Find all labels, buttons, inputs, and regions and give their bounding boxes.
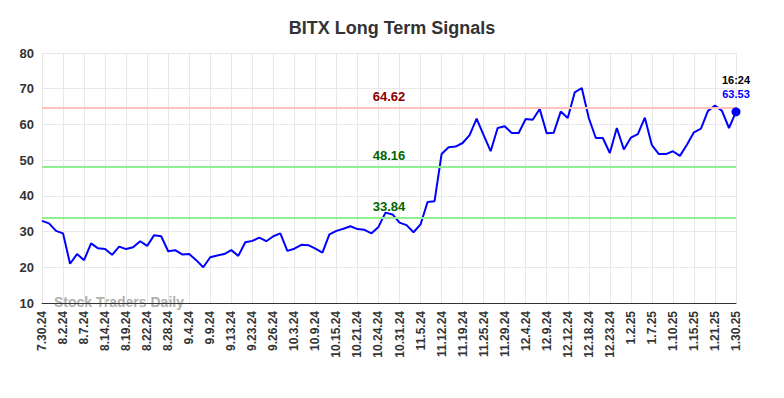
svg-text:8.22.24: 8.22.24	[140, 311, 154, 351]
svg-text:Stock Traders Daily: Stock Traders Daily	[54, 294, 184, 310]
svg-text:9.26.24: 9.26.24	[266, 311, 280, 351]
svg-text:20: 20	[20, 260, 34, 275]
svg-text:9.23.24: 9.23.24	[245, 311, 259, 351]
svg-text:64.62: 64.62	[373, 89, 406, 104]
svg-text:50: 50	[20, 153, 34, 168]
svg-text:1.2.25: 1.2.25	[624, 311, 638, 345]
svg-text:10.21.24: 10.21.24	[350, 311, 364, 358]
svg-text:12.9.24: 12.9.24	[540, 311, 554, 351]
svg-text:12.23.24: 12.23.24	[603, 311, 617, 358]
svg-text:1.15.25: 1.15.25	[687, 311, 701, 351]
svg-text:16:24: 16:24	[722, 74, 751, 86]
svg-text:10.9.24: 10.9.24	[308, 311, 322, 351]
svg-text:10.3.24: 10.3.24	[287, 311, 301, 351]
svg-text:9.4.24: 9.4.24	[182, 311, 196, 345]
svg-text:8.14.24: 8.14.24	[98, 311, 112, 351]
svg-text:10.24.24: 10.24.24	[371, 311, 385, 358]
svg-text:9.13.24: 9.13.24	[224, 311, 238, 351]
svg-text:1.10.25: 1.10.25	[666, 311, 680, 351]
svg-text:1.7.25: 1.7.25	[645, 311, 659, 345]
svg-text:12.4.24: 12.4.24	[519, 311, 533, 351]
svg-text:48.16: 48.16	[373, 148, 406, 163]
svg-text:11.29.24: 11.29.24	[498, 311, 512, 357]
svg-text:1.30.25: 1.30.25	[729, 311, 743, 351]
svg-text:10.15.24: 10.15.24	[329, 311, 343, 358]
svg-text:33.84: 33.84	[373, 199, 406, 214]
svg-text:9.9.24: 9.9.24	[203, 311, 217, 345]
svg-text:40: 40	[20, 188, 34, 203]
svg-text:8.7.24: 8.7.24	[77, 311, 91, 345]
svg-text:70: 70	[20, 81, 34, 96]
svg-text:1.21.25: 1.21.25	[708, 311, 722, 351]
svg-text:60: 60	[20, 117, 34, 132]
svg-text:80: 80	[20, 46, 34, 61]
svg-text:30: 30	[20, 224, 34, 239]
svg-text:12.12.24: 12.12.24	[561, 311, 575, 358]
svg-text:10.31.24: 10.31.24	[393, 311, 407, 358]
svg-text:63.53: 63.53	[722, 88, 750, 100]
svg-text:11.19.24: 11.19.24	[456, 311, 470, 357]
svg-text:8.28.24: 8.28.24	[161, 311, 175, 351]
svg-text:7.30.24: 7.30.24	[35, 311, 49, 351]
svg-text:8.2.24: 8.2.24	[56, 311, 70, 345]
svg-text:11.12.24: 11.12.24	[435, 311, 449, 357]
svg-text:11.5.24: 11.5.24	[414, 311, 428, 351]
svg-text:12.18.24: 12.18.24	[582, 311, 596, 358]
svg-text:10: 10	[20, 296, 34, 311]
svg-text:8.19.24: 8.19.24	[119, 311, 133, 351]
svg-text:BITX Long Term Signals: BITX Long Term Signals	[289, 18, 496, 38]
svg-text:11.25.24: 11.25.24	[477, 311, 491, 357]
